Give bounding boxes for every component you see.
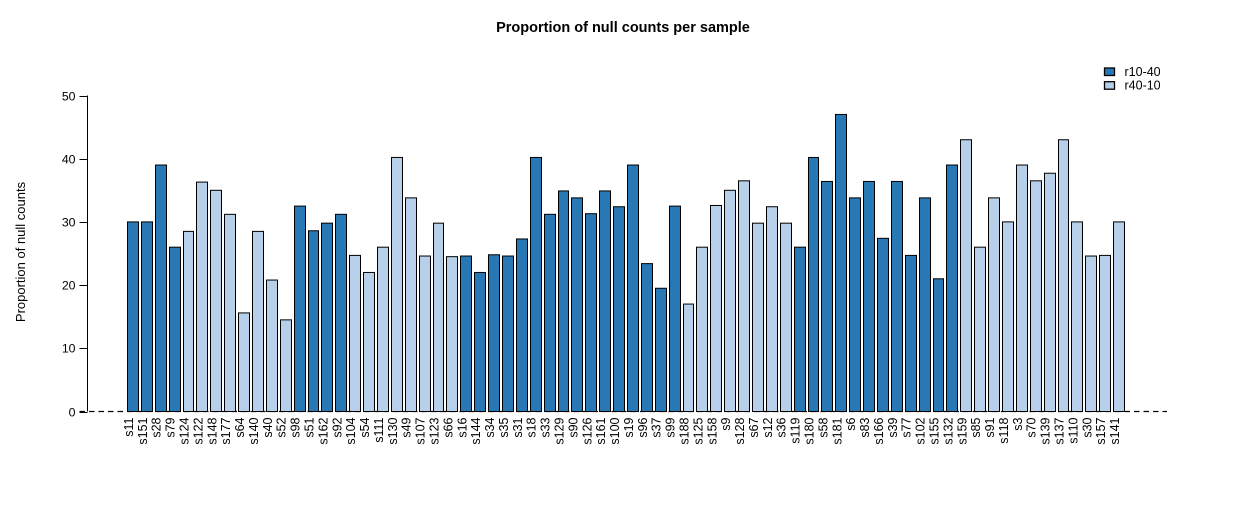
svg-text:s137: s137 [1053,417,1067,444]
svg-text:20: 20 [62,279,76,293]
svg-text:s11: s11 [122,417,136,436]
svg-text:s96: s96 [636,417,650,437]
svg-text:s181: s181 [830,417,844,444]
svg-text:s126: s126 [580,417,594,444]
svg-text:s166: s166 [872,417,886,444]
svg-text:s162: s162 [316,417,330,444]
svg-text:40: 40 [62,153,76,167]
svg-text:s180: s180 [803,417,817,444]
svg-text:r10-40: r10-40 [1125,65,1161,79]
svg-text:50: 50 [62,90,76,104]
svg-text:s157: s157 [1094,417,1108,444]
svg-text:s177: s177 [219,417,233,444]
svg-text:s79: s79 [164,417,178,437]
svg-text:s104: s104 [344,417,358,444]
svg-text:s67: s67 [747,417,761,437]
svg-text:s49: s49 [400,417,414,437]
svg-text:s12: s12 [761,417,775,437]
svg-text:s31: s31 [511,417,525,437]
svg-text:s19: s19 [622,417,636,437]
svg-text:Proportion of null counts: Proportion of null counts [13,181,28,322]
svg-text:s141: s141 [1108,417,1122,444]
svg-text:s148: s148 [205,417,219,444]
svg-text:s155: s155 [928,417,942,444]
svg-text:s6: s6 [844,417,858,430]
svg-text:s118: s118 [997,417,1011,443]
svg-text:s188: s188 [678,417,692,444]
svg-text:s129: s129 [553,417,567,444]
svg-text:s9: s9 [719,417,733,430]
svg-text:30: 30 [62,216,76,230]
svg-text:s102: s102 [914,417,928,444]
svg-text:s85: s85 [969,417,983,437]
svg-text:s99: s99 [664,417,678,437]
svg-text:s98: s98 [289,417,303,437]
svg-text:s90: s90 [566,417,580,437]
svg-text:s91: s91 [983,417,997,437]
svg-text:s70: s70 [1025,417,1039,437]
svg-text:s92: s92 [330,417,344,437]
svg-text:s119: s119 [789,417,803,443]
svg-text:s28: s28 [150,417,164,437]
svg-text:s107: s107 [414,417,428,444]
svg-text:s37: s37 [650,417,664,437]
svg-text:s30: s30 [1080,417,1094,437]
svg-text:10: 10 [62,342,76,356]
svg-text:s16: s16 [455,417,469,437]
svg-text:s54: s54 [358,417,372,437]
svg-text:s139: s139 [1039,417,1053,444]
svg-text:s34: s34 [483,417,497,437]
svg-text:s58: s58 [816,417,830,437]
svg-text:s159: s159 [955,417,969,444]
svg-text:s140: s140 [247,417,261,444]
svg-text:s51: s51 [303,417,317,437]
svg-text:s111: s111 [372,417,386,442]
svg-text:s125: s125 [691,417,705,444]
svg-text:s52: s52 [275,417,289,437]
svg-text:s3: s3 [1011,417,1025,430]
svg-text:s123: s123 [428,417,442,444]
svg-text:s100: s100 [608,417,622,444]
svg-text:s33: s33 [539,417,553,437]
svg-text:s158: s158 [705,417,719,444]
svg-text:s161: s161 [594,417,608,444]
svg-text:s40: s40 [261,417,275,437]
svg-text:s64: s64 [233,417,247,437]
svg-text:s18: s18 [525,417,539,437]
svg-text:s66: s66 [441,417,455,437]
svg-text:s128: s128 [733,417,747,444]
svg-text:s151: s151 [136,417,150,444]
svg-text:s35: s35 [497,417,511,437]
svg-text:s39: s39 [886,417,900,437]
svg-text:s132: s132 [941,417,955,444]
svg-text:Proportion of null counts per: Proportion of null counts per sample [496,20,750,36]
svg-text:r40-10: r40-10 [1125,79,1161,93]
svg-text:s130: s130 [386,417,400,444]
svg-text:s77: s77 [900,417,914,437]
svg-text:0: 0 [69,406,76,420]
svg-text:s124: s124 [178,417,192,444]
svg-text:s144: s144 [469,417,483,444]
svg-text:s36: s36 [775,417,789,437]
svg-text:s122: s122 [191,417,205,444]
svg-text:s110: s110 [1066,417,1080,443]
svg-text:s83: s83 [858,417,872,437]
